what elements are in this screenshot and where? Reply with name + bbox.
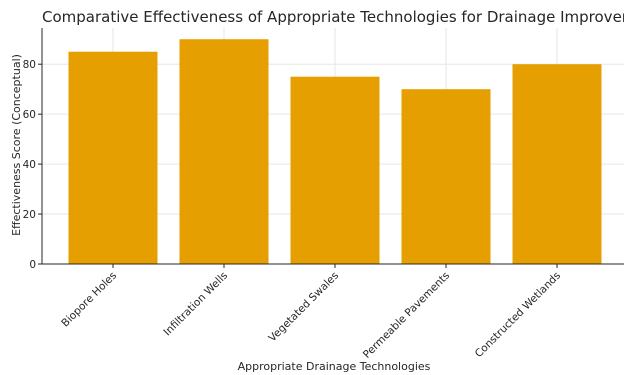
x-tick-label: Vegetated Swales: [266, 270, 341, 345]
x-axis-label: Appropriate Drainage Technologies: [238, 360, 431, 373]
x-tick-label: Constructed Wetlands: [473, 270, 563, 360]
x-tick-label: Permeable Pavements: [361, 270, 452, 361]
bar: [401, 89, 491, 265]
bar: [68, 51, 158, 264]
y-tick-label: 60: [23, 109, 36, 121]
bar: [179, 39, 269, 264]
x-tick-label: Biopore Holes: [59, 270, 119, 330]
y-tick-label: 40: [23, 159, 36, 171]
bar: [290, 76, 380, 264]
chart-title: Comparative Effectiveness of Appropriate…: [42, 8, 624, 26]
y-tick-label: 0: [29, 259, 36, 271]
bars: [68, 39, 602, 265]
y-tick-label: 80: [23, 59, 36, 71]
bar: [512, 64, 602, 264]
y-axis-label: Effectiveness Score (Conceptual): [10, 54, 23, 236]
x-tick-label: Infiltration Wells: [161, 270, 230, 339]
y-tick-label: 20: [23, 209, 36, 221]
